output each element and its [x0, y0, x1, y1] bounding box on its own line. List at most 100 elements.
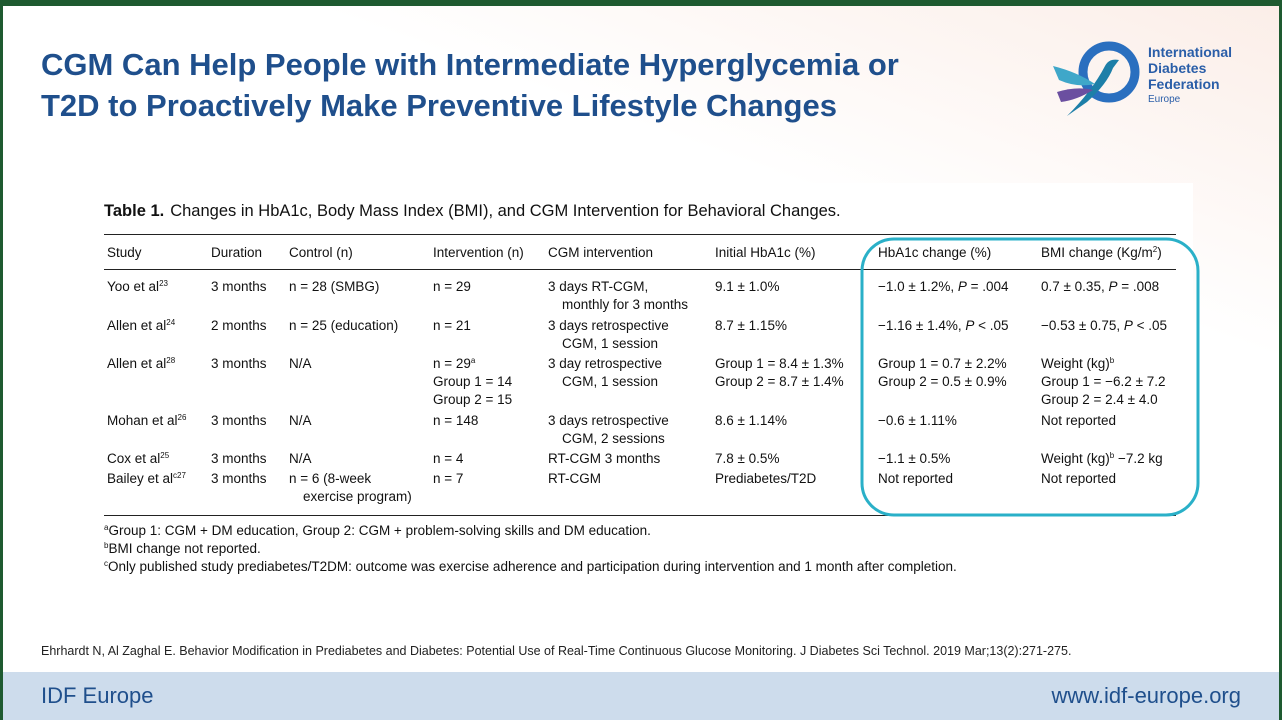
- cell-line: 3 months: [211, 470, 267, 488]
- cell-line: Group 1 = 14: [433, 373, 512, 391]
- text: Group 1 = 0.7 ± 2.2%: [878, 356, 1007, 371]
- table-cell: Prediabetes/T2D: [715, 470, 816, 488]
- cell-line: Initial HbA1c (%): [715, 244, 816, 262]
- text: ): [1157, 245, 1162, 260]
- table-cell: −1.1 ± 0.5%: [878, 450, 950, 468]
- italic: P: [957, 279, 967, 294]
- text: −1.16 ± 1.4%,: [878, 318, 966, 333]
- superscript: 26: [177, 413, 187, 422]
- cell-line: Group 2 = 2.4 ± 4.0: [1041, 391, 1166, 409]
- text: 9.1 ± 1.0%: [715, 279, 780, 294]
- cell-line: 8.7 ± 1.15%: [715, 317, 787, 335]
- text: 3 months: [211, 471, 267, 486]
- cell-line: Mohan et al26: [107, 412, 186, 430]
- cell-line: Control (n): [289, 244, 353, 262]
- table-cell: n = 6 (8-week exercise program): [289, 470, 412, 506]
- superscript: a: [470, 356, 476, 365]
- cell-line: CGM, 1 session: [548, 335, 669, 353]
- text: RT-CGM: [548, 471, 601, 486]
- logo-line: International: [1148, 44, 1233, 60]
- cell-line: Not reported: [1041, 412, 1116, 430]
- text: N/A: [289, 413, 312, 428]
- table-cell: Duration: [211, 244, 262, 262]
- cell-line: n = 6 (8-week: [289, 470, 412, 488]
- text: n = 29: [433, 356, 471, 371]
- table-cell: Weight (kg)b Group 1 = −6.2 ± 7.2 Group 2 …: [1041, 355, 1166, 409]
- cell-line: BMI change (Kg/m2): [1041, 244, 1162, 262]
- table-cell: 3 days RT-CGM, monthly for 3 months: [548, 278, 688, 314]
- text: 8.6 ± 1.14%: [715, 413, 787, 428]
- cell-line: HbA1c change (%): [878, 244, 991, 262]
- logo-line: Diabetes: [1148, 60, 1207, 76]
- superscript: c: [104, 559, 108, 568]
- cell-line: 3 days RT-CGM,: [548, 278, 688, 296]
- table-cell: HbA1c change (%): [878, 244, 991, 262]
- cell-line: n = 7: [433, 470, 463, 488]
- text: n = 29: [433, 279, 471, 294]
- text: Group 1 = 8.4 ± 1.3%: [715, 356, 844, 371]
- table-cell: −1.0 ± 1.2%, P = .004: [878, 278, 1009, 296]
- text: CGM, 2 sessions: [562, 431, 665, 446]
- cell-line: Group 1 = 8.4 ± 1.3%: [715, 355, 844, 373]
- cell-line: 3 months: [211, 278, 267, 296]
- text: Only published study prediabetes/T2DM: o…: [108, 559, 957, 574]
- logo-line: Federation: [1148, 76, 1220, 92]
- cell-line: CGM, 2 sessions: [548, 430, 669, 448]
- cell-line: Intervention (n): [433, 244, 524, 262]
- superscript: c27: [173, 471, 186, 480]
- table-cell: n = 29: [433, 278, 471, 296]
- table-caption: Table 1. Changes in HbA1c, Body Mass Inde…: [104, 202, 841, 221]
- table-cell: −0.53 ± 0.75, P < .05: [1041, 317, 1167, 335]
- superscript: b: [1109, 356, 1115, 365]
- text: Group 1 = −6.2 ± 7.2: [1041, 374, 1166, 389]
- text: < .05: [974, 318, 1009, 333]
- text: −1.1 ± 0.5%: [878, 451, 951, 466]
- cell-line: Weight (kg)b: [1041, 355, 1166, 373]
- text: Not reported: [878, 471, 954, 486]
- text: CGM intervention: [548, 245, 654, 260]
- footer-right: www.idf-europe.org: [1051, 683, 1241, 708]
- table-cell: 0.7 ± 0.35, P = .008: [1041, 278, 1159, 296]
- cell-line: 0.7 ± 0.35, P = .008: [1041, 278, 1159, 296]
- cell-line: 3 days retrospective: [548, 317, 669, 335]
- table-cell: n = 148: [433, 412, 478, 430]
- text: HbA1c change (%): [878, 245, 992, 260]
- cell-line: bBMI change not reported.: [104, 540, 957, 558]
- text: −1.0 ± 1.2%,: [878, 279, 958, 294]
- reference: Ehrhardt N, Al Zaghal E. Behavior Modifi…: [41, 644, 1072, 658]
- text: Prediabetes/T2D: [715, 471, 817, 486]
- title-line: T2D to Proactively Make Preventive Lifes…: [41, 88, 837, 123]
- table-cell: 2 months: [211, 317, 267, 335]
- superscript: a: [104, 523, 109, 532]
- logo-text: International Diabetes Federation Europe: [1148, 44, 1232, 108]
- footnotes: aGroup 1: CGM + DM education, Group 2: C…: [104, 522, 957, 576]
- table-cell: Not reported: [1041, 412, 1116, 430]
- cell-line: aGroup 1: CGM + DM education, Group 2: C…: [104, 522, 957, 540]
- text: 3 months: [211, 356, 267, 371]
- caption-label: Table 1.: [104, 202, 165, 220]
- table-cell: Allen et al28: [107, 355, 175, 373]
- cell-line: Group 2 = 15: [433, 391, 512, 409]
- text: Group 1 = 14: [433, 374, 513, 389]
- cell-line: Bailey et alc27: [107, 470, 186, 488]
- text: Allen et al: [107, 318, 167, 333]
- title: CGM Can Help People with Intermediate Hy…: [41, 44, 899, 126]
- text: Group 1: CGM + DM education, Group 2: CG…: [108, 523, 651, 538]
- italic: P: [1108, 279, 1118, 294]
- text: 3 months: [211, 279, 267, 294]
- text: BMI change (Kg/m: [1041, 245, 1153, 260]
- text: CGM, 1 session: [562, 374, 659, 389]
- superscript: b: [1109, 451, 1115, 460]
- logo-line: Europe: [1148, 94, 1181, 105]
- text: n = 7: [433, 471, 464, 486]
- table-cell: Group 1 = 8.4 ± 1.3% Group 2 = 8.7 ± 1.4%: [715, 355, 844, 391]
- table-cell: N/A: [289, 355, 312, 373]
- cell-line: Prediabetes/T2D: [715, 470, 816, 488]
- table-cell: n = 4: [433, 450, 463, 468]
- cell-line: −0.6 ± 1.11%: [878, 412, 957, 430]
- rule: [104, 269, 1176, 270]
- cell-line: n = 29: [433, 278, 471, 296]
- cell-line: Allen et al28: [107, 355, 175, 373]
- text: n = 28 (SMBG): [289, 279, 380, 294]
- table-cell: n = 21: [433, 317, 471, 335]
